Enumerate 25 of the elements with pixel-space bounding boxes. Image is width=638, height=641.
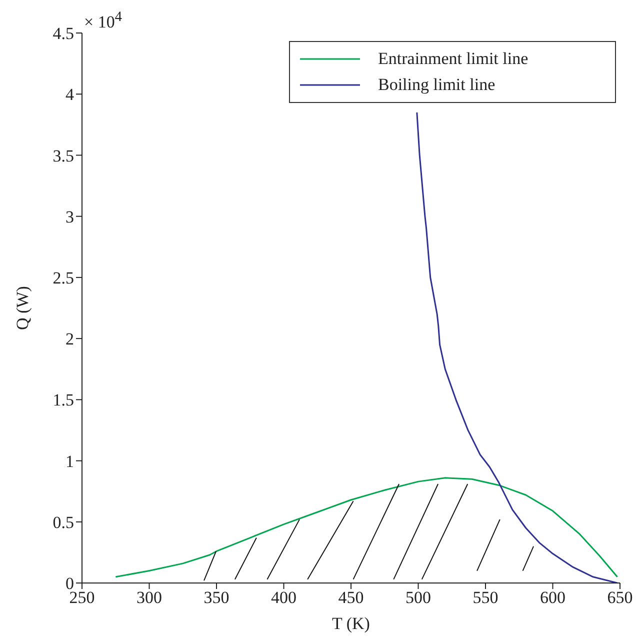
x-tick-label: 400 bbox=[271, 588, 296, 608]
y-tick-label: 1 bbox=[66, 452, 74, 471]
y-tick-label: 3 bbox=[66, 207, 74, 226]
x-tick-label: 500 bbox=[406, 588, 431, 608]
x-tick-label: 600 bbox=[540, 588, 566, 608]
legend-label: Entrainment limit line bbox=[378, 49, 528, 69]
x-tick-label: 300 bbox=[136, 588, 162, 608]
y-tick-label: 1.5 bbox=[52, 390, 74, 410]
x-tick-label: 250 bbox=[69, 588, 95, 608]
y-tick-label: 2 bbox=[66, 330, 74, 349]
x-axis-title: T (K) bbox=[332, 614, 370, 633]
y-axis-title: Q (W) bbox=[13, 286, 32, 330]
y-tick-label: 4 bbox=[66, 85, 74, 104]
x-tick-label: 350 bbox=[204, 588, 230, 608]
text: × 10$^{4}$ bbox=[84, 9, 122, 33]
y-tick-label: 2.5 bbox=[52, 268, 74, 288]
y-tick-label: 4.5 bbox=[52, 24, 74, 44]
y-tick-label: 3.5 bbox=[52, 146, 74, 166]
line-series bbox=[114, 477, 618, 578]
legend-label: Boiling limit line bbox=[378, 75, 496, 95]
x-tick-label: 450 bbox=[338, 588, 364, 608]
x-tick-label: 550 bbox=[472, 588, 498, 608]
x-tick-label: 650 bbox=[607, 588, 633, 608]
y-tick-label: 0.5 bbox=[52, 512, 74, 532]
line-series bbox=[416, 112, 618, 583]
